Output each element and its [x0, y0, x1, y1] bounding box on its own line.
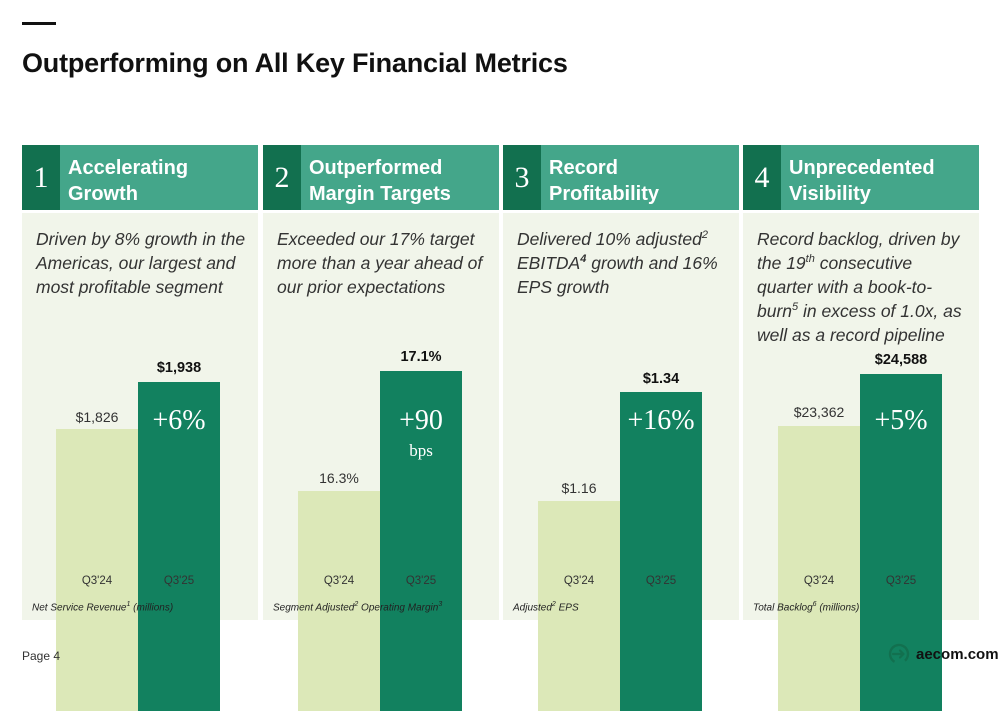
bar-prior-quarter — [538, 501, 620, 711]
panel-description: Record backlog, driven by the 19th conse… — [757, 229, 962, 345]
prior-value-label: $23,362 — [793, 404, 845, 420]
metric-footnote: Segment Adjusted2 Operating Margin3 — [273, 601, 443, 614]
growth-label: +5% — [874, 405, 928, 436]
bar-current-quarter — [138, 382, 220, 711]
prior-value-label: 16.3% — [319, 470, 359, 486]
current-value-label: $24,588 — [874, 352, 928, 368]
current-value-label: $1.34 — [642, 371, 680, 387]
metric-footnote: Adjusted2 EPS — [513, 601, 579, 614]
x-tick-prior: Q3'24 — [323, 575, 355, 587]
panel-number: 4 — [743, 145, 781, 210]
bar-current-quarter — [620, 392, 702, 711]
current-value-label: 17.1% — [400, 349, 442, 365]
x-tick-current: Q3'25 — [163, 575, 195, 587]
x-tick-current: Q3'25 — [405, 575, 437, 587]
panel-header: 2 Outperformed Margin Targets — [263, 145, 499, 213]
logo-text: aecom.com — [916, 645, 999, 663]
metric-panel-4: 4 Unprecedented Visibility Record backlo… — [743, 145, 979, 711]
panel-header: 4 Unprecedented Visibility — [743, 145, 979, 213]
panel-header: 3 Record Profitability — [503, 145, 739, 213]
x-tick-current: Q3'25 — [645, 575, 677, 587]
panel-number: 2 — [263, 145, 301, 210]
page-title: Outperforming on All Key Financial Metri… — [22, 48, 568, 78]
x-tick-current: Q3'25 — [885, 575, 917, 587]
page-number: Page 4 — [22, 649, 61, 663]
aecom-logo-icon — [888, 643, 910, 665]
panel-title: Record Profitability — [549, 157, 660, 205]
growth-unit-label: bps — [409, 441, 433, 460]
bar-prior-quarter — [778, 426, 860, 711]
metric-footnote: Total Backlog6 (millions) — [753, 601, 860, 614]
prior-value-label: $1.16 — [561, 480, 597, 496]
metric-panel-3: 3 Record Profitability Delivered 10% adj… — [503, 145, 739, 711]
metric-panel-1: 1 Accelerating Growth Driven by 8% growt… — [22, 145, 258, 711]
prior-value-label: $1,826 — [75, 409, 119, 425]
panel-number: 3 — [503, 145, 541, 210]
panel-description: Delivered 10% adjusted2 EBITDA4 growth a… — [517, 229, 718, 297]
x-tick-prior: Q3'24 — [803, 575, 835, 587]
growth-label: +16% — [627, 405, 695, 436]
x-tick-prior: Q3'24 — [81, 575, 113, 587]
bar-prior-quarter — [298, 491, 380, 711]
panel-title: Accelerating Growth — [68, 157, 189, 205]
growth-label: +6% — [152, 405, 206, 436]
aecom-logo[interactable]: aecom.com — [888, 643, 999, 665]
metric-panel-2: 2 Outperformed Margin Targets Exceeded o… — [263, 145, 499, 711]
metric-footnote: Net Service Revenue1 (millions) — [32, 601, 174, 614]
panel-number: 1 — [22, 145, 60, 210]
title-accent-rule — [22, 22, 56, 25]
panel-title: Outperformed Margin Targets — [309, 157, 451, 205]
x-tick-prior: Q3'24 — [563, 575, 595, 587]
panel-description: Driven by 8% growth in the Americas, our… — [36, 229, 246, 297]
bar-prior-quarter — [56, 429, 138, 711]
panel-description: Exceeded our 17% target more than a year… — [277, 229, 483, 297]
bar-current-quarter — [380, 371, 462, 711]
panel-title: Unprecedented Visibility — [789, 157, 935, 205]
panel-header: 1 Accelerating Growth — [22, 145, 258, 213]
current-value-label: $1,938 — [156, 360, 202, 376]
growth-label: +90 — [399, 405, 443, 436]
